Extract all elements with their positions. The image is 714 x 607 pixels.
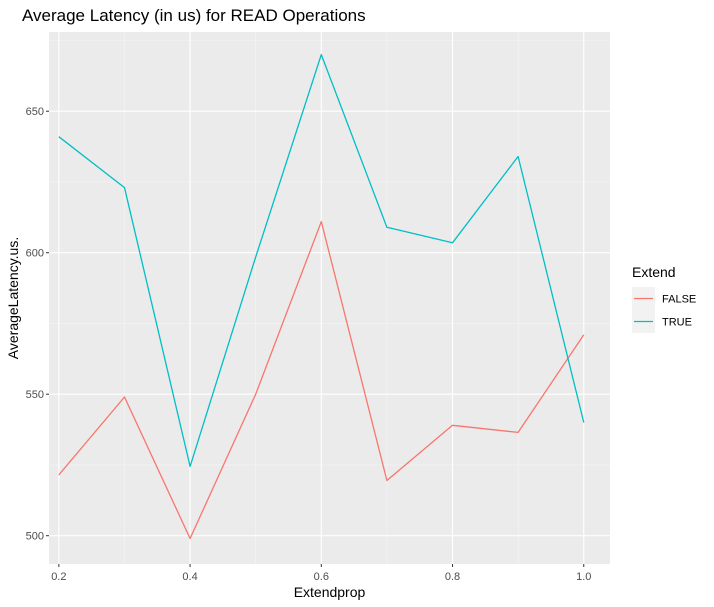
x-axis-ticks: 0.2 0.4 0.6 0.8 1.0 [51, 564, 591, 583]
x-tick-label: 1.0 [576, 571, 591, 583]
legend-title: Extend [632, 264, 676, 280]
x-axis-title: Extendprop [294, 584, 366, 600]
legend-label-false: FALSE [662, 294, 696, 306]
y-axis-ticks: 500 550 600 650 [26, 106, 49, 543]
legend-label-true: TRUE [662, 317, 692, 329]
series-line-false [58, 220, 585, 540]
plot-panel [49, 32, 610, 564]
y-tick-label: 600 [26, 248, 44, 260]
series-line-true [58, 53, 585, 468]
x-tick-label: 0.6 [314, 571, 329, 583]
major-gridlines [49, 32, 610, 564]
y-tick-label: 650 [26, 106, 44, 118]
x-tick-label: 0.8 [445, 571, 460, 583]
series-lines [58, 53, 585, 540]
y-tick-label: 550 [26, 389, 44, 401]
y-tick-label: 500 [26, 531, 44, 543]
x-tick-label: 0.4 [182, 571, 197, 583]
legend: FALSE TRUE [632, 287, 696, 333]
minor-gridlines [49, 32, 610, 564]
y-axis-title: AverageLatency.us. [5, 237, 21, 359]
chart-title: Average Latency (in us) for READ Operati… [22, 6, 366, 25]
x-tick-label: 0.2 [51, 571, 66, 583]
